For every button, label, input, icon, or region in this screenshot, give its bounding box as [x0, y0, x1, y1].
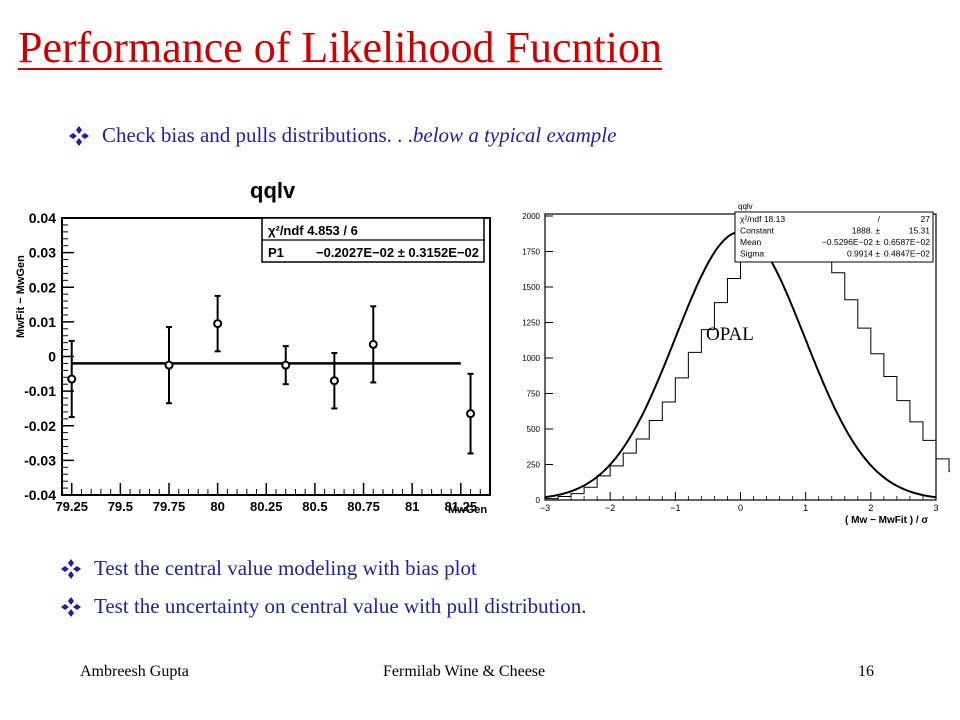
- bias-data-point: [466, 409, 476, 419]
- bullet2-text: Test the central value modeling with bia…: [94, 556, 477, 580]
- bias-ytick-label: 0.04: [29, 210, 56, 226]
- bias-xtick-label: 79.5: [108, 499, 133, 514]
- diamond-quad-icon: [61, 558, 81, 579]
- bias-ytick-label: -0.04: [24, 487, 56, 503]
- bullet-central-value: Test the central value modeling with bia…: [60, 556, 477, 581]
- pull-stats-label: Constant: [740, 226, 775, 236]
- diamond-quad-icon: [69, 125, 89, 146]
- bias-axes: 0.040.030.020.010-0.01-0.02-0.03-0.0479.…: [24, 210, 491, 514]
- pull-stats-error: 27: [921, 214, 931, 224]
- bias-xtick-label: 80.25: [250, 499, 283, 514]
- bias-ytick-label: 0.02: [29, 279, 56, 295]
- bullet1-italic-text: below a typical example: [412, 123, 617, 147]
- pull-histogram-outline: [544, 229, 950, 500]
- pull-histogram: [544, 229, 950, 500]
- bias-xtick-label: 80.5: [302, 499, 327, 514]
- bias-stats-chi2: χ²/ndf 4.853 / 6: [268, 223, 358, 238]
- bias-xtick-label: 79.25: [55, 499, 88, 514]
- pull-stats-label: Mean: [740, 237, 762, 247]
- bias-xtick-label: 81: [405, 499, 419, 514]
- bias-xtick-label: 81.25: [445, 499, 478, 514]
- pull-stats-error: 0.4847E−02: [884, 249, 930, 259]
- pull-xtick-label: −2: [605, 503, 615, 513]
- pull-xtick-label: −1: [670, 503, 680, 513]
- pull-stats-value: 0.9914 ±: [847, 249, 880, 259]
- bias-xtick-label: 80.75: [347, 499, 380, 514]
- bullet-check-bias: Check bias and pulls distributions. . .b…: [68, 123, 616, 148]
- pull-ytick-label: 1250: [522, 319, 540, 328]
- pull-stats-value: 1888. ±: [852, 226, 881, 236]
- pull-ytick-label: 0: [536, 496, 541, 505]
- bias-data-point: [281, 360, 291, 370]
- bias-xtick-label: 80: [210, 499, 224, 514]
- pull-ytick-label: 1500: [522, 283, 540, 292]
- bullet3-text: Test the uncertainty on central value wi…: [94, 594, 587, 618]
- bias-plot: qqlv 0.04 0.03 0.02 0.01 0 -0.01 -0.02 -0.03 -0.…: [15, 178, 491, 516]
- bias-ytick-label: 0.03: [29, 245, 56, 261]
- pull-stats-box: qqlv χ²/ndf 18.13 / 27 Constant 1888. ± 15.31…: [734, 202, 934, 263]
- pull-stats-title: qqlv: [738, 202, 753, 211]
- footer-author: Ambreesh Gupta: [80, 663, 189, 680]
- pull-ytick-label: 250: [527, 461, 541, 470]
- pull-stats-error: 0.6587E−02: [884, 237, 930, 247]
- bias-xlabel: MwGen: [448, 504, 487, 516]
- pull-xtick-label: 0: [738, 503, 743, 513]
- bias-points: [67, 294, 476, 455]
- bias-xtick-label: 79.75: [153, 499, 186, 514]
- bias-ytick-label: -0.03: [24, 452, 56, 468]
- pull-plot: 0 250 500 750 1000 1250 1500 1750 2000 −3 −2 −1 0 1 2 3…: [522, 202, 950, 526]
- bullet-uncertainty: Test the uncertainty on central value wi…: [60, 594, 587, 619]
- bias-stats-p1-label: P1: [268, 245, 284, 260]
- pull-xtick-label: 2: [868, 503, 873, 513]
- bias-data-point: [164, 360, 174, 370]
- footer-event: Fermilab Wine & Cheese: [383, 663, 546, 680]
- bias-stats-p1-value: −0.2027E−02 ± 0.3152E−02: [316, 245, 479, 260]
- pull-xtick-label: 1: [803, 503, 808, 513]
- pull-ytick-label: 1000: [522, 354, 540, 363]
- pull-stats-value: −0.5296E−02 ±: [822, 237, 880, 247]
- pull-annotation-opal: OPAL: [706, 324, 754, 345]
- bias-data-point: [329, 376, 339, 386]
- bias-plot-title: qqlv: [250, 178, 296, 203]
- bias-data-point: [67, 374, 77, 384]
- bias-data-point: [213, 319, 223, 329]
- bullet1-text: Check bias and pulls distributions. . .: [102, 123, 413, 147]
- footer-page-number: 16: [858, 663, 874, 680]
- bias-ytick-label: 0.01: [29, 314, 56, 330]
- pull-xlabel: ( Mw − MwFit ) / σ: [845, 515, 928, 526]
- bias-stats-box: χ²/ndf 4.853 / 6 P1 −0.2027E−02 ± 0.3152…: [261, 217, 485, 263]
- pull-ytick-label: 1750: [522, 248, 540, 257]
- pull-stats-label: χ²/ndf 18.13: [740, 214, 785, 224]
- pull-xtick-label: 3: [933, 503, 938, 513]
- bias-ylabel: MwFit − MwGen: [15, 255, 27, 338]
- page-title: Performance of Likelihood Fucntion: [18, 23, 662, 72]
- bias-ytick-label: -0.02: [24, 418, 56, 434]
- bias-data-point: [368, 339, 378, 349]
- pull-ytick-label: 500: [527, 425, 541, 434]
- pull-ytick-label: 2000: [522, 212, 540, 221]
- pull-stats-label: Sigma: [740, 249, 764, 259]
- pull-xtick-label: −3: [540, 503, 550, 513]
- pull-ytick-label: 750: [527, 390, 541, 399]
- pull-stats-value: /: [878, 214, 881, 224]
- bias-ytick-label: 0: [48, 349, 56, 365]
- bias-ytick-label: -0.01: [24, 383, 56, 399]
- diamond-quad-icon: [61, 596, 81, 617]
- pull-stats-error: 15.31: [909, 226, 931, 236]
